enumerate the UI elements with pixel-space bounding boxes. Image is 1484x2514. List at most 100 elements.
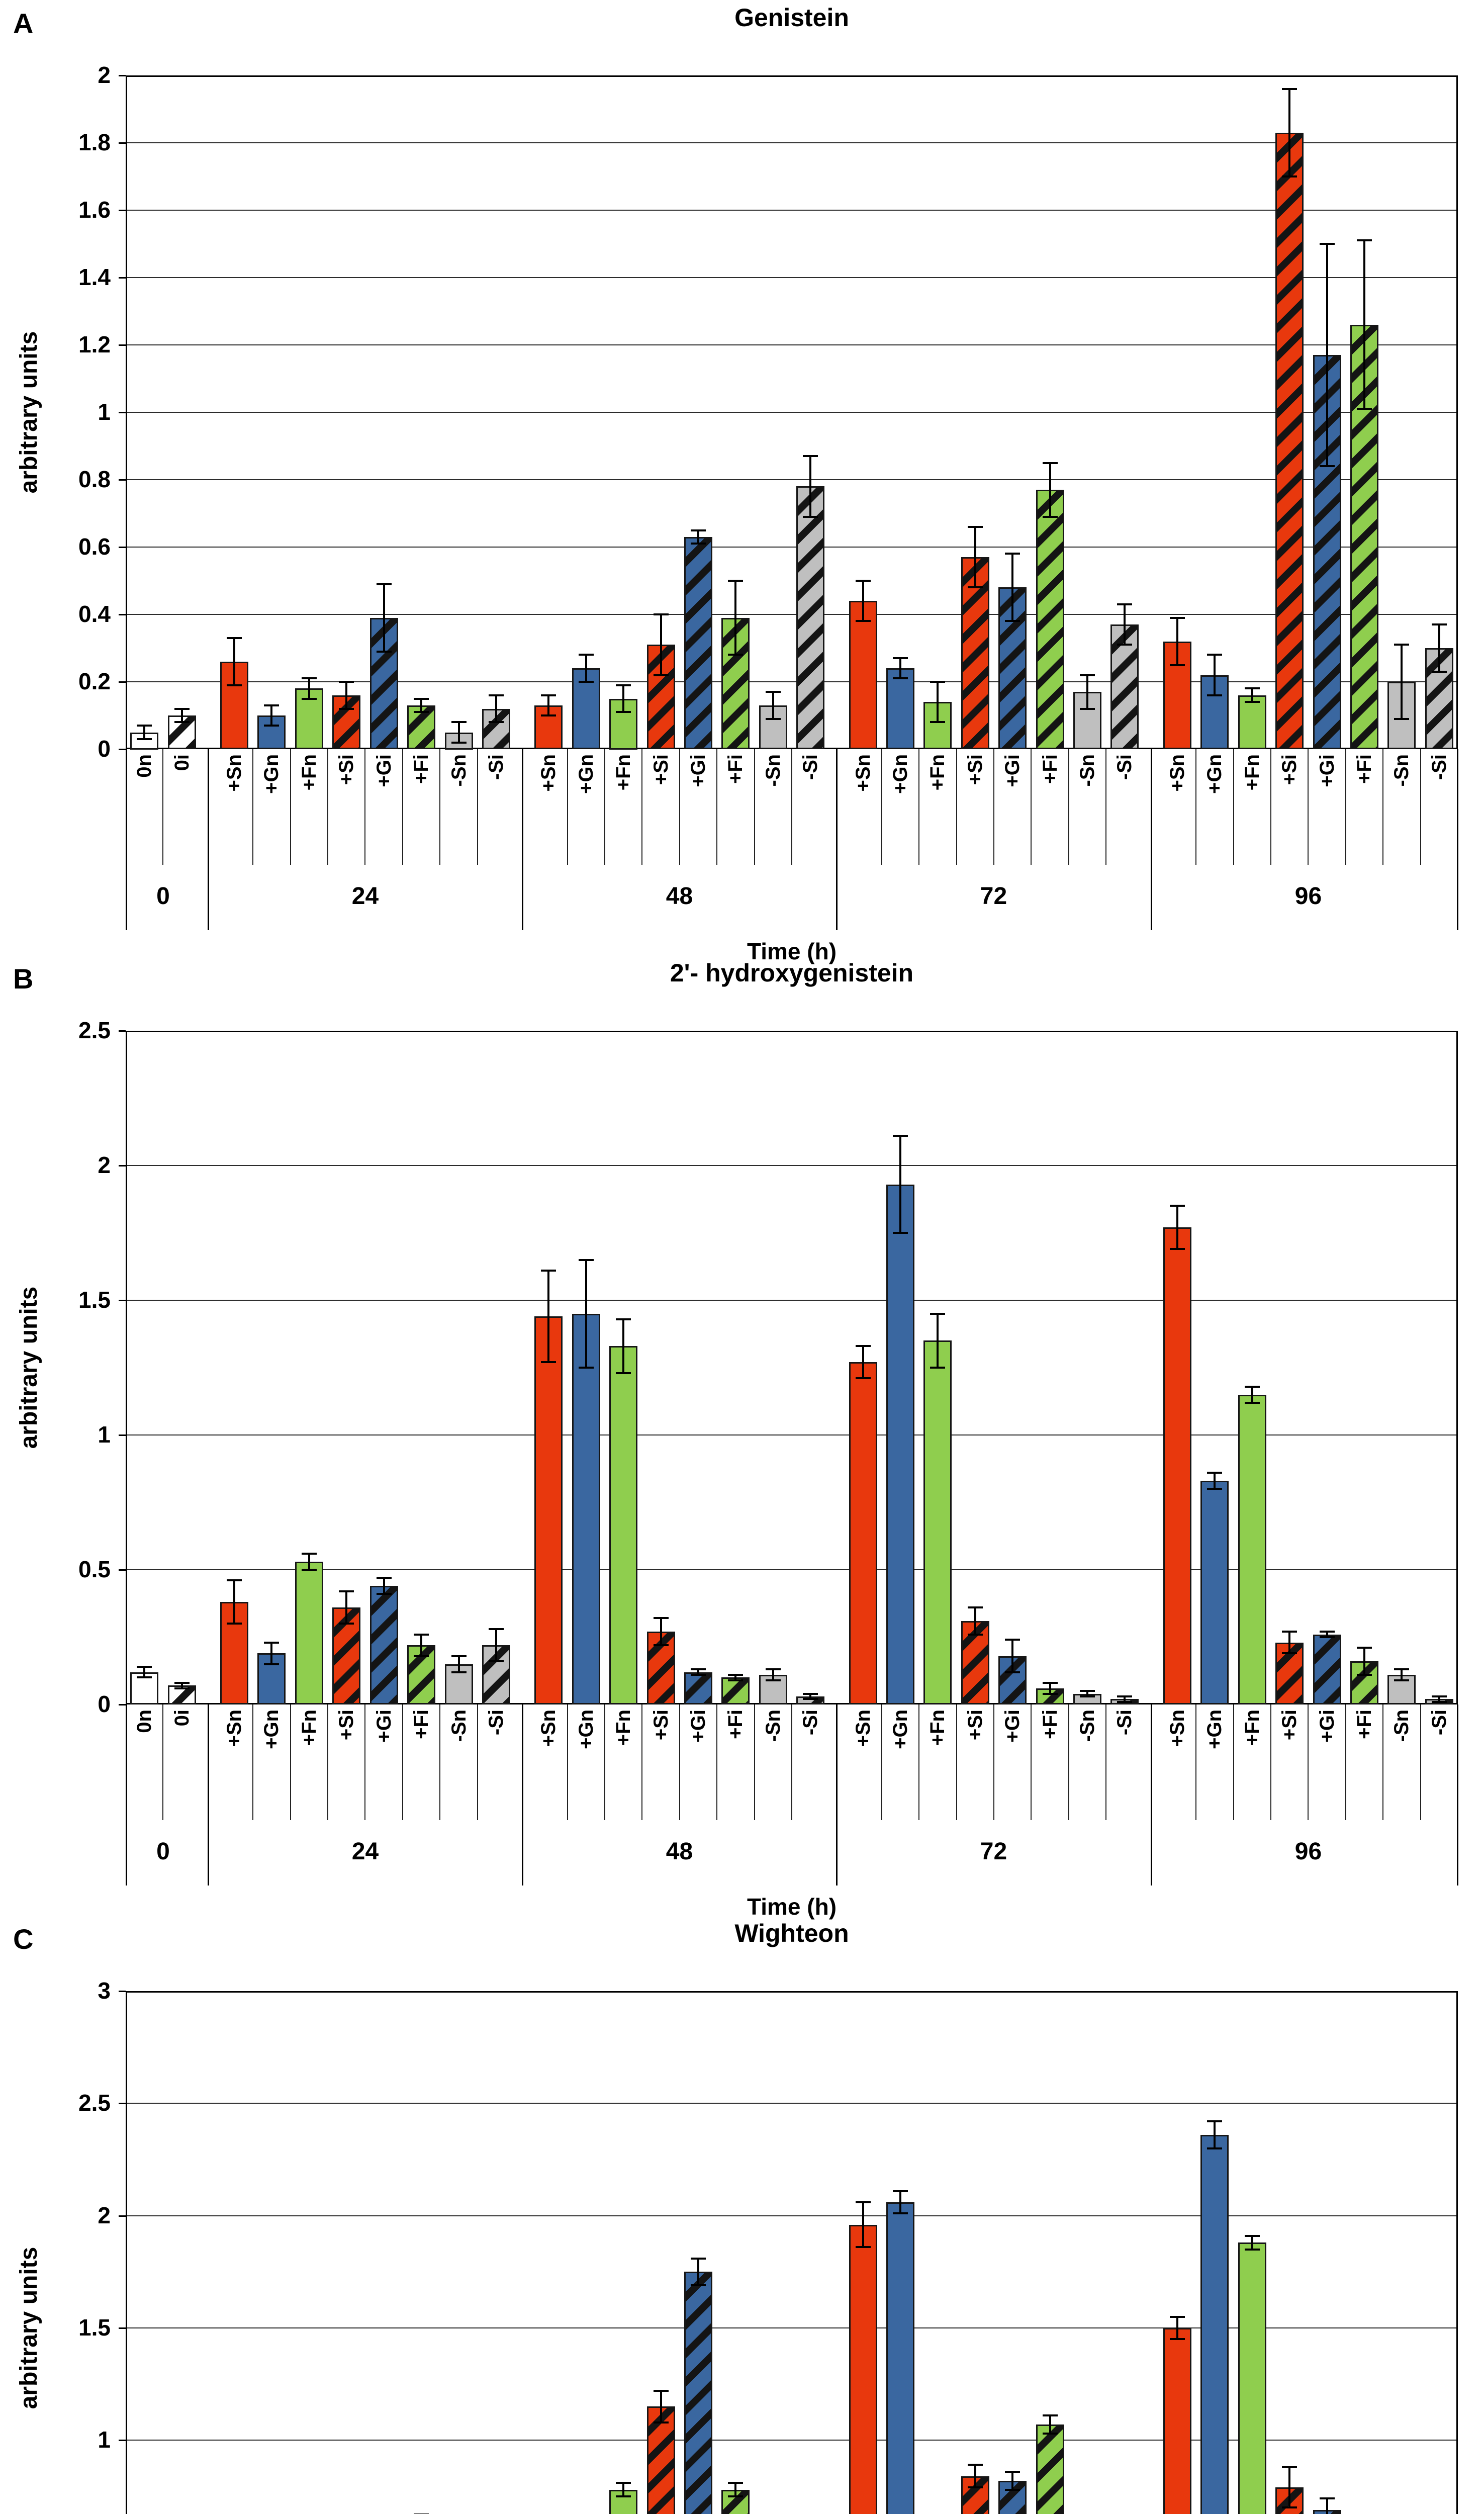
- label-separator: [567, 1704, 568, 1820]
- error-bar: [660, 614, 662, 675]
- bar-label: +Sn: [537, 754, 560, 792]
- error-bar-cap-top: [616, 684, 631, 686]
- error-bar-cap-top: [1394, 644, 1409, 646]
- bar-label: +Fn: [298, 754, 320, 791]
- bar-label: +Gn: [260, 1710, 283, 1749]
- error-bar-cap-bottom: [691, 543, 706, 545]
- bar-72h-+Fn: [923, 1340, 952, 1704]
- error-bar-cap-top: [1005, 2471, 1020, 2473]
- bar-label: -Sn: [1076, 1710, 1098, 1742]
- label-separator: [918, 749, 919, 865]
- error-bar-cap-bottom: [1080, 1695, 1095, 1697]
- gridline: [126, 1434, 1458, 1435]
- error-bar-cap-top: [930, 1313, 945, 1315]
- panel-title: Genistein: [734, 4, 849, 32]
- y-tick-mark: [119, 1991, 126, 1992]
- error-bar-cap-bottom: [856, 1377, 871, 1379]
- gridline: [126, 547, 1458, 548]
- error-bar-cap-top: [1207, 2120, 1222, 2122]
- error-bar: [772, 692, 774, 719]
- error-bar-cap-top: [1245, 1386, 1260, 1388]
- label-separator: [1345, 1704, 1346, 1820]
- bar-label: +Gn: [1203, 754, 1226, 794]
- error-bar: [1288, 2467, 1290, 2507]
- error-bar-cap-top: [616, 2482, 631, 2484]
- error-bar-cap-top: [541, 1270, 556, 1272]
- error-bar-cap-bottom: [893, 677, 908, 679]
- label-separator: [791, 1704, 792, 1820]
- error-bar-cap-bottom: [1432, 1701, 1447, 1703]
- bar-72h-+Gn: [886, 1185, 914, 1704]
- time-group-label: 24: [351, 883, 379, 910]
- error-bar: [660, 2391, 662, 2422]
- error-bar-cap-top: [1207, 1472, 1222, 1474]
- label-separator: [402, 749, 403, 865]
- error-bar-cap-bottom: [1245, 701, 1260, 703]
- bar-48h-+Gi: [684, 2272, 712, 2514]
- label-separator: [1105, 1704, 1106, 1820]
- error-bar: [772, 1669, 774, 1680]
- bar-label: -Sn: [1390, 1710, 1413, 1742]
- error-bar-cap-bottom: [1245, 1402, 1260, 1404]
- error-bar-cap-top: [541, 694, 556, 696]
- error-bar: [420, 699, 422, 712]
- bar-96h-+Fi: [1350, 325, 1378, 749]
- bar-label: +Fi: [1353, 1710, 1375, 1739]
- error-bar-cap-top: [1170, 617, 1185, 619]
- label-separator: [290, 1704, 291, 1820]
- y-tick-mark: [119, 75, 126, 76]
- error-bar-cap-top: [803, 455, 818, 457]
- error-bar-cap-top: [264, 1642, 279, 1644]
- error-bar: [1176, 2317, 1178, 2340]
- error-bar-cap-bottom: [728, 2495, 743, 2497]
- error-bar-cap-bottom: [766, 1679, 781, 1681]
- time-group-label: 48: [666, 1838, 693, 1865]
- error-bar-cap-bottom: [579, 681, 594, 683]
- error-bar: [974, 2465, 976, 2487]
- error-bar: [383, 584, 385, 652]
- bar-label: +Fn: [1241, 1710, 1263, 1746]
- error-bar-cap-top: [691, 1668, 706, 1670]
- y-tick-label: 1.5: [78, 2314, 111, 2341]
- label-separator: [641, 749, 642, 865]
- label-separator: [1270, 749, 1271, 865]
- bar-24h-+Fn: [295, 1562, 323, 1704]
- gridline: [126, 277, 1458, 278]
- error-bar: [1049, 1683, 1051, 1693]
- error-bar: [1251, 2236, 1253, 2250]
- bar-24h-+Sn: [220, 662, 248, 749]
- error-bar-cap-top: [1320, 1631, 1335, 1633]
- bar-label: +Sn: [223, 1710, 245, 1747]
- bar-label: -Sn: [1076, 754, 1098, 787]
- bar-label: +Fi: [1039, 754, 1061, 784]
- bar-label: +Si: [650, 1710, 672, 1741]
- error-bar-cap-top: [489, 694, 504, 696]
- error-bar-cap-top: [451, 1655, 467, 1657]
- error-bar-cap-top: [654, 613, 669, 615]
- bar-label: +Gi: [1001, 1710, 1024, 1743]
- bar-label: -Si: [485, 1710, 507, 1736]
- bar-label: -Si: [1428, 1710, 1450, 1736]
- error-bar-cap-top: [856, 2201, 871, 2203]
- error-bar: [1011, 554, 1013, 621]
- error-bar-cap-bottom: [1357, 1674, 1372, 1676]
- error-bar: [1124, 604, 1126, 645]
- bar-24h--Sn: [445, 1664, 473, 1704]
- y-tick-label: 2.5: [78, 1017, 111, 1043]
- label-separator: [439, 749, 440, 865]
- bar-48h-+Fn: [609, 1346, 637, 1704]
- bar-label: +Gi: [687, 754, 709, 787]
- error-bar: [697, 530, 699, 544]
- gridline: [126, 1569, 1458, 1570]
- error-bar-cap-bottom: [930, 1367, 945, 1369]
- bar-96h-+Gn: [1200, 2135, 1229, 2514]
- error-bar: [585, 1260, 587, 1368]
- bar-label: -Si: [799, 1710, 821, 1736]
- panel-letter: C: [13, 1923, 34, 1955]
- x-axis-title: Time (h): [747, 938, 837, 964]
- error-bar-cap-bottom: [856, 2246, 871, 2248]
- error-bar-cap-bottom: [803, 516, 818, 518]
- bar-label: +Fn: [926, 1710, 949, 1746]
- error-bar: [458, 722, 460, 742]
- error-bar-cap-bottom: [616, 1372, 631, 1374]
